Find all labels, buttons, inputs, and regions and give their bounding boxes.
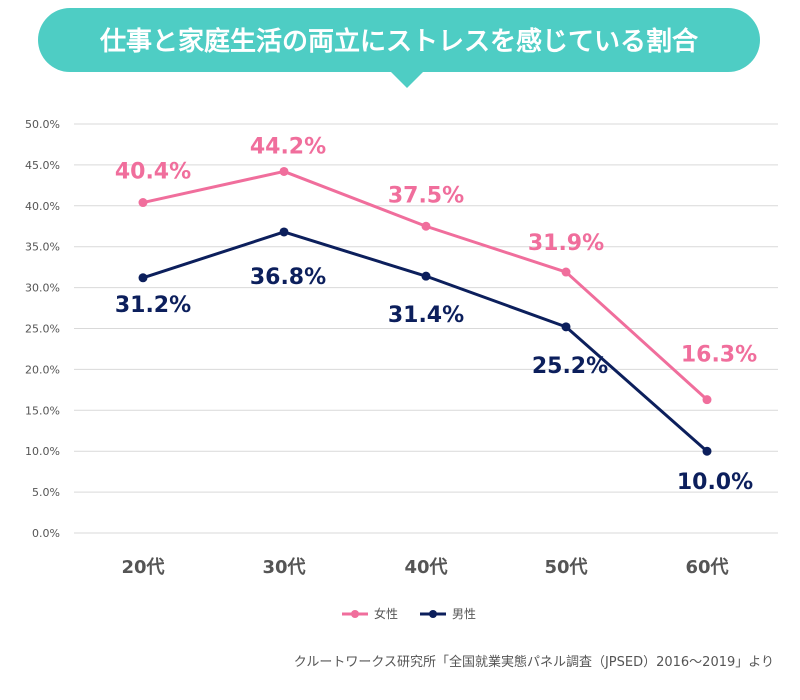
data-point-female <box>279 166 289 176</box>
data-label-male: 31.4% <box>388 303 464 328</box>
y-tick-label: 35.0% <box>25 241 60 254</box>
chart-title: 仕事と家庭生活の両立にストレスを感じている割合 <box>99 26 699 57</box>
x-tick-label: 50代 <box>544 557 587 578</box>
data-label-female: 40.4% <box>115 160 191 185</box>
y-axis-ticks: 0.0% 5.0% 10.0% 15.0% 20.0% 25.0% 30.0% 35.0% 40… <box>25 118 60 540</box>
title-banner: 仕事と家庭生活の両立にストレスを感じている割合 <box>38 8 760 88</box>
title-banner-background <box>38 8 760 72</box>
data-label-male: 31.2% <box>115 293 191 318</box>
y-tick-label: 45.0% <box>25 159 60 172</box>
source-note: クルートワークス研究所「全国就業実態パネル調査（JPSED）2016〜2019」… <box>294 654 774 670</box>
y-tick-label: 0.0% <box>32 527 60 540</box>
legend-item-female: 女性 <box>342 606 398 621</box>
legend-label-female: 女性 <box>374 606 398 621</box>
data-point-male <box>421 271 431 281</box>
data-point-female <box>702 395 712 405</box>
data-point-female <box>561 267 571 277</box>
y-tick-label: 25.0% <box>25 323 60 336</box>
data-labels: 40.4% 44.2% 37.5% 31.9% 16.3% 31.2% 36.8% 31.4%… <box>115 134 757 495</box>
data-label-female: 44.2% <box>250 134 326 159</box>
legend-item-male: 男性 <box>420 607 476 621</box>
x-axis-ticks: 20代 30代 40代 50代 60代 <box>121 557 728 578</box>
legend-label-male: 男性 <box>452 607 476 621</box>
x-tick-label: 20代 <box>121 557 164 578</box>
data-label-female: 37.5% <box>388 183 464 208</box>
legend-swatch-female-marker <box>351 610 359 618</box>
y-tick-label: 30.0% <box>25 282 60 295</box>
y-tick-label: 10.0% <box>25 445 60 458</box>
legend-swatch-male-marker <box>429 610 437 618</box>
x-tick-label: 30代 <box>262 557 305 578</box>
data-point-male <box>702 446 712 456</box>
data-label-male: 36.8% <box>250 265 326 290</box>
data-point-female <box>421 221 431 231</box>
x-tick-label: 40代 <box>404 557 447 578</box>
legend: 女性 男性 <box>342 606 476 621</box>
x-tick-label: 60代 <box>685 557 728 578</box>
data-point-male <box>279 227 289 237</box>
data-label-male: 25.2% <box>532 354 608 379</box>
data-label-female: 31.9% <box>528 231 604 256</box>
data-point-male <box>561 322 571 332</box>
data-label-male: 10.0% <box>677 470 753 495</box>
y-tick-label: 15.0% <box>25 404 60 417</box>
data-point-female <box>138 198 148 208</box>
data-point-male <box>138 273 148 283</box>
title-banner-pointer <box>391 72 423 88</box>
y-tick-label: 50.0% <box>25 118 60 131</box>
y-tick-label: 5.0% <box>32 486 60 499</box>
series <box>138 166 712 456</box>
series-line-male <box>142 230 708 453</box>
y-tick-label: 40.0% <box>25 200 60 213</box>
y-tick-label: 20.0% <box>25 363 60 376</box>
data-label-female: 16.3% <box>681 343 757 368</box>
